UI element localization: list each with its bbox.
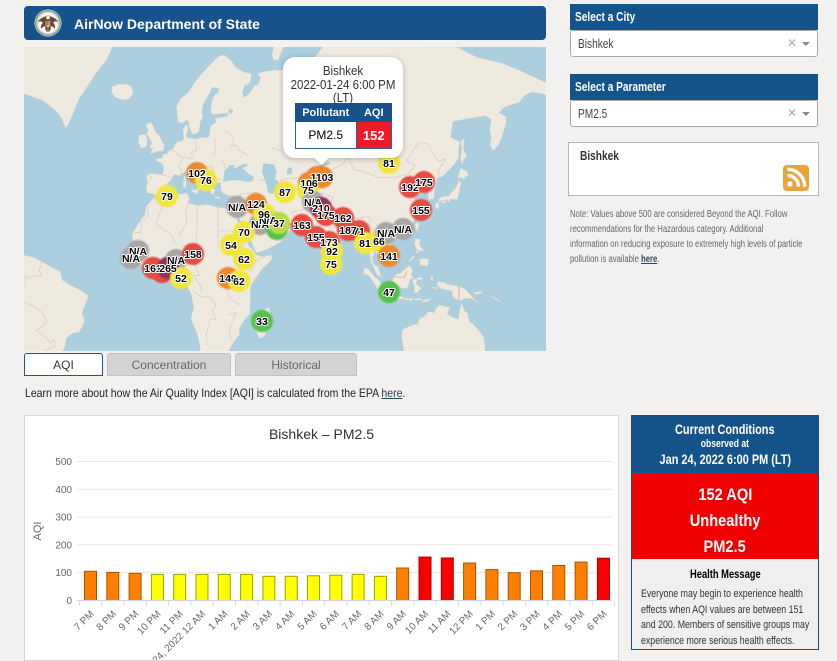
svg-text:2 PM: 2 PM — [496, 609, 520, 633]
svg-text:79: 79 — [161, 191, 173, 203]
svg-text:N/A: N/A — [228, 202, 247, 214]
svg-text:75: 75 — [302, 185, 314, 197]
svg-text:175: 175 — [317, 210, 335, 222]
svg-text:70: 70 — [238, 227, 250, 239]
svg-text:210: 210 — [312, 203, 330, 215]
svg-text:0: 0 — [66, 596, 72, 607]
svg-text:N/A: N/A — [377, 228, 396, 240]
svg-text:192: 192 — [401, 182, 419, 194]
svg-text:173: 173 — [320, 237, 338, 249]
svg-text:81: 81 — [359, 238, 371, 250]
svg-text:92: 92 — [326, 246, 338, 258]
svg-text:54: 54 — [225, 240, 237, 252]
svg-text:5 PM: 5 PM — [563, 609, 587, 633]
svg-text:158: 158 — [184, 249, 202, 261]
svg-text:87: 87 — [279, 187, 291, 199]
svg-text:N/A: N/A — [394, 224, 413, 236]
svg-text:47: 47 — [383, 287, 395, 299]
svg-text:8 PM: 8 PM — [95, 609, 119, 633]
svg-text:33: 33 — [256, 316, 268, 328]
svg-text:4 PM: 4 PM — [541, 609, 565, 633]
svg-text:149: 149 — [219, 273, 237, 285]
svg-text:187: 187 — [339, 225, 357, 237]
svg-text:6 PM: 6 PM — [585, 609, 609, 633]
svg-text:N/A: N/A — [251, 219, 270, 231]
svg-text:81: 81 — [383, 158, 395, 170]
svg-text:4 AM: 4 AM — [273, 609, 297, 633]
svg-text:155: 155 — [412, 205, 430, 217]
svg-text:62: 62 — [233, 276, 245, 288]
svg-text:8 AM: 8 AM — [363, 609, 387, 633]
svg-text:10 PM: 10 PM — [135, 609, 163, 637]
svg-text:12 PM: 12 PM — [448, 609, 476, 637]
svg-text:52: 52 — [175, 273, 187, 285]
svg-text:3 AM: 3 AM — [251, 609, 275, 633]
svg-text:96: 96 — [258, 209, 270, 221]
svg-text:66: 66 — [373, 236, 385, 248]
svg-text:1 AM: 1 AM — [207, 609, 231, 633]
svg-text:75: 75 — [325, 259, 337, 271]
svg-text:N/A: N/A — [167, 255, 186, 267]
svg-text:7 PM: 7 PM — [72, 609, 96, 633]
svg-text:37: 37 — [273, 218, 285, 230]
svg-text:1 PM: 1 PM — [474, 609, 498, 633]
svg-text:5 AM: 5 AM — [296, 609, 320, 633]
svg-text:175: 175 — [415, 177, 433, 189]
svg-text:76: 76 — [200, 175, 212, 187]
svg-text:N/A: N/A — [122, 253, 141, 265]
svg-text:3 PM: 3 PM — [518, 609, 542, 633]
svg-text:265: 265 — [159, 263, 177, 275]
svg-text:124: 124 — [247, 199, 265, 211]
svg-text:163: 163 — [293, 220, 311, 232]
svg-text:161: 161 — [144, 263, 162, 275]
svg-text:106: 106 — [300, 178, 318, 190]
svg-text:10 AM: 10 AM — [403, 609, 431, 637]
svg-text:7 AM: 7 AM — [340, 609, 364, 633]
svg-text:141: 141 — [380, 251, 398, 263]
svg-text:102: 102 — [188, 168, 206, 180]
svg-text:1103: 1103 — [311, 172, 334, 184]
svg-text:N/A: N/A — [259, 215, 278, 227]
svg-text:155: 155 — [307, 232, 325, 244]
svg-text:100: 100 — [55, 568, 72, 579]
svg-text:N/A: N/A — [129, 246, 148, 258]
svg-text:162: 162 — [334, 213, 352, 225]
svg-text:200: 200 — [55, 540, 72, 551]
svg-text:300: 300 — [55, 513, 72, 524]
svg-text:62: 62 — [238, 254, 250, 266]
svg-text:N/A: N/A — [304, 197, 323, 209]
svg-text:6 AM: 6 AM — [318, 609, 342, 633]
svg-text:2 AM: 2 AM — [229, 609, 253, 633]
svg-text:400: 400 — [55, 485, 72, 496]
svg-text:500: 500 — [55, 457, 72, 468]
svg-text:71: 71 — [353, 226, 365, 238]
svg-text:AQI: AQI — [32, 522, 44, 541]
